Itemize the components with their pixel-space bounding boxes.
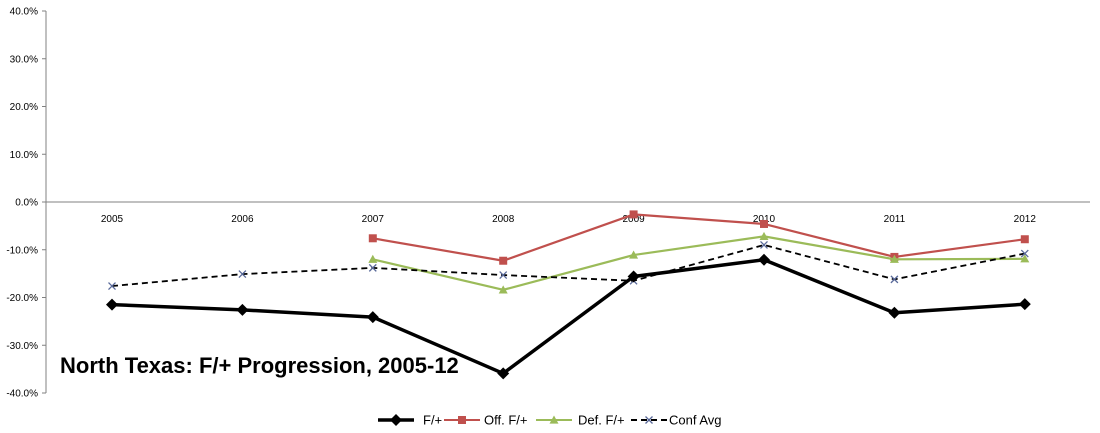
chart-title: North Texas: F/+ Progression, 2005-12 (60, 353, 459, 378)
x-tick-label: 2010 (753, 214, 776, 225)
x-tick-label: 2007 (362, 214, 385, 225)
data-point (368, 254, 378, 263)
x-tick-label: 2005 (101, 214, 124, 225)
legend-item-def-f: Def. F/+ (536, 413, 625, 428)
data-point (890, 275, 899, 284)
data-point (1018, 298, 1031, 311)
data-point (238, 270, 247, 279)
x-tick-label: 2012 (1014, 214, 1037, 225)
data-point (498, 285, 508, 294)
data-point (106, 298, 118, 311)
series-def-f (368, 231, 1030, 294)
data-point (627, 270, 640, 283)
data-point (758, 253, 770, 266)
x-tick-label: 2011 (884, 214, 906, 225)
x-tick-label: 2006 (231, 214, 254, 225)
series-f (106, 253, 1031, 380)
legend-label: Conf Avg (669, 413, 722, 428)
data-point (1020, 254, 1030, 263)
series-line-f (111, 258, 1025, 376)
series-line-conf-avg (111, 244, 1025, 287)
y-tick-label: -10.0% (6, 245, 38, 256)
data-point (1020, 249, 1029, 258)
legend-label: Off. F/+ (484, 413, 527, 428)
data-point (368, 234, 377, 243)
data-point (759, 231, 769, 240)
y-tick-label: -40.0% (6, 389, 38, 400)
data-point (629, 210, 638, 219)
data-point (1020, 235, 1029, 244)
x-axis: 2005 2006 2007 2008 2009 2010 2011 2012 (46, 201, 1090, 225)
y-tick-label: 10.0% (10, 150, 38, 161)
x-tick-label: 2008 (492, 214, 515, 225)
legend-marker (645, 416, 653, 424)
data-point (108, 282, 116, 290)
plot-area (106, 210, 1031, 380)
legend-marker (549, 415, 559, 424)
data-point (236, 303, 249, 316)
data-point (760, 219, 768, 228)
data-point (889, 254, 899, 263)
legend-label: Def. F/+ (578, 413, 625, 428)
series-off-f (368, 210, 1029, 265)
data-point (629, 250, 639, 259)
y-tick-label: -20.0% (6, 293, 38, 304)
data-point (499, 271, 508, 280)
series-line-off-f (372, 213, 1025, 262)
legend: F/+ Off. F/+ Def. F/+ Conf Avg (378, 413, 722, 428)
legend-label: F/+ (423, 413, 442, 428)
legend-item-conf-avg: Conf Avg (631, 413, 722, 428)
y-tick-label: 0.0% (15, 198, 38, 209)
y-tick-label: 20.0% (10, 102, 38, 113)
y-tick-label: 40.0% (10, 7, 38, 18)
data-point (499, 256, 508, 265)
series-line-def-f (372, 235, 1025, 291)
data-point (760, 241, 768, 249)
legend-item-f: F/+ (378, 413, 442, 428)
legend-marker (390, 414, 402, 426)
y-axis: 40.0% 30.0% 20.0% 10.0% 0.0% -10.0% -20.0% -30.… (6, 7, 47, 400)
data-point (888, 306, 901, 319)
y-tick-label: 30.0% (10, 54, 38, 65)
data-point (368, 263, 377, 272)
legend-marker (458, 416, 466, 424)
legend-item-off-f: Off. F/+ (444, 413, 527, 428)
data-point (366, 311, 379, 324)
data-point (497, 367, 510, 380)
y-tick-label: -30.0% (6, 341, 38, 352)
x-tick-label: 2009 (622, 214, 645, 225)
series-conf-avg (108, 241, 1029, 290)
